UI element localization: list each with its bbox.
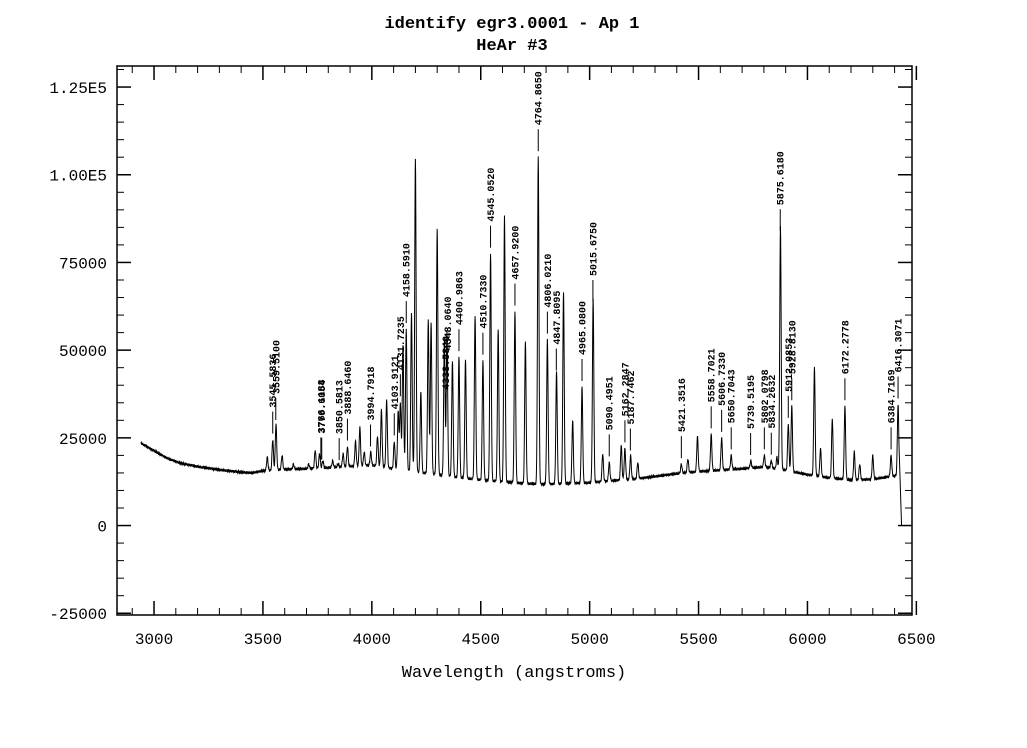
line-id-label: 5875.6180 xyxy=(777,151,788,205)
line-id-label: 5187.7462 xyxy=(627,371,638,425)
line-id-label: 5650.7043 xyxy=(728,369,739,423)
line-id-label: 5606.7330 xyxy=(718,352,729,406)
line-id-label: 5928.8130 xyxy=(788,320,799,374)
y-tick-label: 1.00E5 xyxy=(49,168,107,186)
line-id-label: 3850.5813 xyxy=(336,380,347,434)
line-id-label: 5421.3516 xyxy=(678,378,689,432)
spectrum-line xyxy=(140,156,903,526)
line-id-label: 4131.7235 xyxy=(397,316,408,370)
line-id-label: 4806.0210 xyxy=(544,254,555,308)
line-id-label: 4510.7330 xyxy=(479,275,490,329)
line-id-label: 6172.2778 xyxy=(841,320,852,374)
axis-layer: 3000 3500 4000 4500 5000 5500 6000 6500 -25000 0 2… xyxy=(49,66,936,649)
line-id-label: 4400.9863 xyxy=(455,271,466,325)
chart-title: identify egr3.0001 - Ap 1 xyxy=(384,15,639,34)
line-id-label: 4965.0800 xyxy=(579,301,590,355)
y-tick-label: 1.25E5 xyxy=(49,80,107,98)
line-id-label: 5802.0798 xyxy=(761,369,772,423)
line-id-label: 3559.5100 xyxy=(272,340,283,394)
x-tick-label: 4500 xyxy=(462,631,500,649)
x-tick-label: 5500 xyxy=(679,631,717,649)
line-id-label: 3770.6054 xyxy=(318,380,329,434)
y-tick-label: 75000 xyxy=(59,255,107,273)
line-id-label: 4158.5910 xyxy=(403,243,414,297)
line-id-label: 5834.2632 xyxy=(768,375,779,429)
line-id-label: 3545.5836 xyxy=(269,354,280,408)
line-id-label: 5015.6750 xyxy=(589,222,600,276)
line-id-label: 4103.9121 xyxy=(391,355,402,409)
plot-frame xyxy=(116,65,913,616)
line-id-label: 3766.1188 xyxy=(317,379,328,433)
y-tick-label: -25000 xyxy=(49,606,107,624)
x-axis-label: Wavelength (angstroms) xyxy=(402,664,626,683)
line-id-label: 4348.0640 xyxy=(444,297,455,351)
x-tick-label: 6500 xyxy=(897,631,935,649)
line-id-label: 6416.3071 xyxy=(895,319,906,373)
line-id-label: 5558.7021 xyxy=(708,348,719,402)
x-tick-label: 4000 xyxy=(353,631,391,649)
line-id-label: 5162.2847 xyxy=(621,362,632,416)
y-tick-label: 0 xyxy=(97,519,107,537)
y-tick-label: 25000 xyxy=(59,431,107,449)
x-tick-label: 6000 xyxy=(788,631,826,649)
x-tick-label: 5000 xyxy=(570,631,608,649)
chart-subtitle: HeAr #3 xyxy=(476,37,547,56)
line-id-label: 4657.9200 xyxy=(511,226,522,280)
line-id-label: 3994.7918 xyxy=(367,367,378,421)
line-id-label: 3888.6460 xyxy=(344,361,355,415)
line-id-label: 5912.0853 xyxy=(785,338,796,392)
line-id-label: 6384.7169 xyxy=(888,369,899,423)
line-id-label: 4545.0520 xyxy=(487,168,498,222)
line-id-label: 4847.8095 xyxy=(553,291,564,345)
x-tick-label: 3000 xyxy=(135,631,173,649)
x-tick-label: 3500 xyxy=(244,631,282,649)
data-layer xyxy=(140,156,903,526)
line-id-label: 5739.5195 xyxy=(747,375,758,429)
line-id-label: 5090.4951 xyxy=(606,376,617,430)
line-id-label: 4764.8650 xyxy=(535,71,546,125)
y-tick-label: 50000 xyxy=(59,343,107,361)
